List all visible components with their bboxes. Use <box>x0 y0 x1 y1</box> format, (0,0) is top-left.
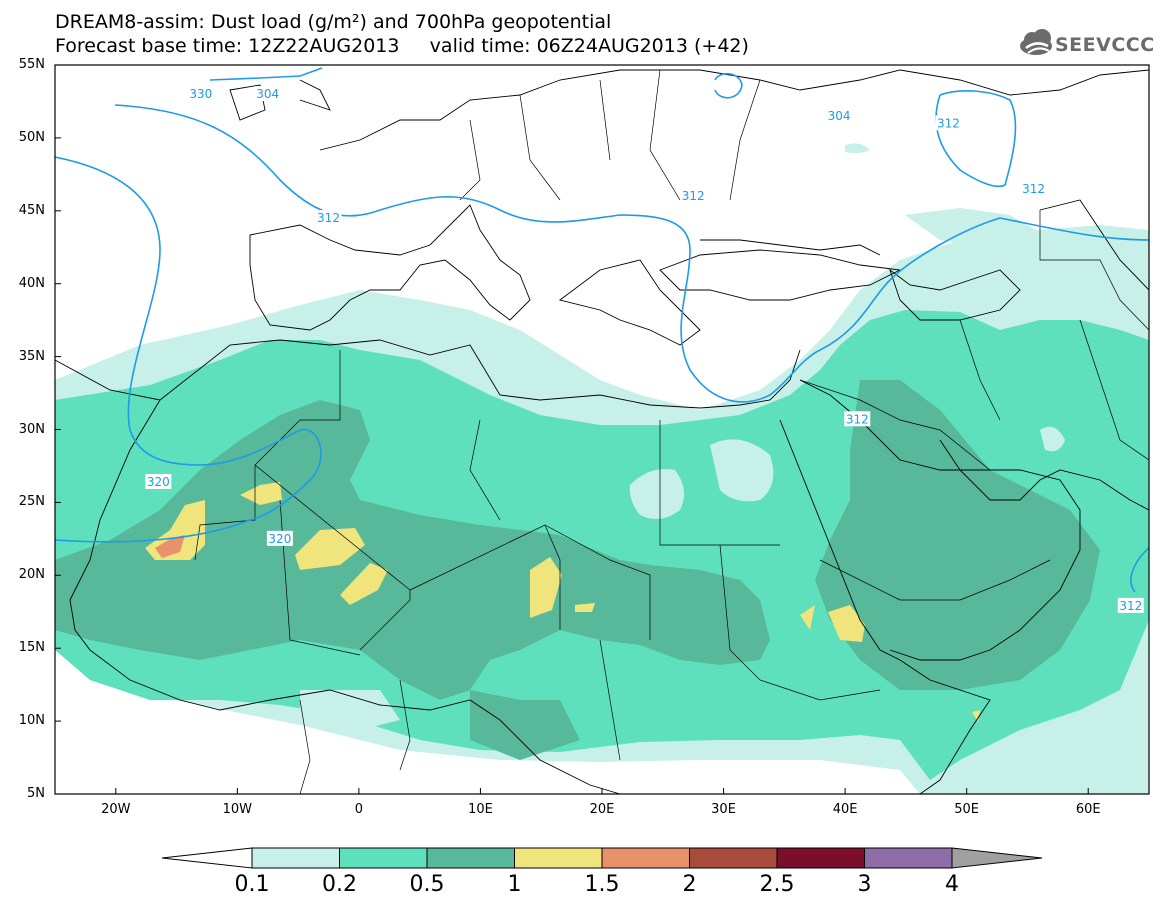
colorbar-label: 0.5 <box>409 872 445 897</box>
contour-label: 312 <box>315 210 342 226</box>
axis-ticks <box>55 64 1089 795</box>
lon-label-60E: 60E <box>1075 802 1101 817</box>
contour-label: 330 <box>187 86 214 102</box>
lat-label-35N: 35N <box>18 348 45 364</box>
dust-area-1-i <box>972 710 980 722</box>
colorbar-label: 4 <box>945 872 959 897</box>
dust-area-0.5-east <box>815 380 1100 690</box>
dust-area-0.5-sahel <box>470 690 580 760</box>
colorbar-label: 1 <box>507 872 522 897</box>
dust-hole-0.1-d <box>300 690 400 730</box>
dust-area-1-h <box>828 605 865 642</box>
dust-area-1-g <box>800 605 815 630</box>
lat-label-50N: 50N <box>18 129 45 145</box>
dust-area-0.1-north <box>905 208 1050 250</box>
contour-label: 312 <box>680 188 707 204</box>
contour-label-text: 304 <box>828 109 851 123</box>
contour-label-text: 312 <box>682 189 705 203</box>
dust-area-1-a <box>145 500 205 560</box>
colorbar-over-triangle <box>951 847 1043 869</box>
lat-label-55N: 55N <box>18 57 45 72</box>
lat-label-45N: 45N <box>18 202 45 218</box>
contour-label: 320 <box>145 473 172 489</box>
cloud-icon <box>1020 29 1052 55</box>
colorbar-label: 2 <box>682 872 697 897</box>
dust-hole-0.1-b <box>710 439 774 502</box>
lon-label-50E: 50E <box>954 802 980 817</box>
contour-label-text: 312 <box>1119 599 1142 613</box>
geopotential-contours <box>55 67 1149 593</box>
country-borders <box>194 69 1149 794</box>
contour-label-text: 304 <box>256 87 279 101</box>
lon-label-20E: 20E <box>589 802 615 817</box>
logo-text: SEEVCCC <box>1055 34 1155 56</box>
contour-label-text: 312 <box>846 412 869 426</box>
contour-label-text: 320 <box>268 532 291 546</box>
dust-area-1-b <box>240 482 282 505</box>
lat-label-15N: 15N <box>18 640 45 656</box>
colorbar-label: 0.1 <box>234 872 270 897</box>
colorbar-swatch <box>426 847 515 869</box>
contour-labels: 330 304 312 304 312 312 312 312 320 320 312 <box>145 86 1144 613</box>
dust-area-1-f <box>575 603 595 612</box>
dust-area-0.5 <box>55 400 770 700</box>
dust-hole-0.1-c <box>1040 426 1065 452</box>
contour-label: 304 <box>254 86 281 102</box>
dust-area-1-e <box>530 557 562 618</box>
colorbar-label: 0.2 <box>322 872 357 897</box>
colorbar-swatch <box>514 847 603 869</box>
dust-area-1-c <box>295 528 365 570</box>
lon-label-30E: 30E <box>711 802 736 817</box>
dust-hole-0.1-a <box>629 469 684 519</box>
lat-label-20N: 20N <box>18 567 45 583</box>
lat-label-30N: 30N <box>18 421 45 437</box>
dust-area-0.1-blob <box>845 143 870 154</box>
lon-label-40E: 40E <box>832 802 858 817</box>
colorbar-swatch <box>601 847 690 869</box>
lon-label-20W: 20W <box>101 802 131 817</box>
colorbar-label: 1.5 <box>584 872 620 897</box>
contour-label: 312 <box>844 411 871 427</box>
lat-label-5N: 5N <box>27 786 45 801</box>
contour-label: 312 <box>1117 597 1144 613</box>
colorbar-swatch <box>864 847 953 869</box>
colorbar-swatch <box>339 847 428 869</box>
lon-label-10E: 10E <box>468 802 493 817</box>
contour-label-text: 312 <box>937 116 960 130</box>
coastlines <box>55 69 1149 794</box>
contour-label-text: 312 <box>317 211 340 225</box>
lat-label-40N: 40N <box>18 275 45 291</box>
colorbar-label: 3 <box>857 872 872 897</box>
colorbar-label: 2.5 <box>759 872 795 897</box>
title-line-1: DREAM8-assim: Dust load (g/m²) and 700hP… <box>55 11 612 33</box>
contour-label: 312 <box>1020 180 1047 196</box>
contour-label-text: 330 <box>189 87 212 101</box>
colorbar-under-triangle <box>161 847 253 869</box>
lon-label-10W: 10W <box>222 802 253 817</box>
colorbar-swatch <box>689 847 778 869</box>
dust-area-1-d <box>340 563 388 605</box>
dust-area-1.5 <box>155 535 185 558</box>
contour-label-text: 320 <box>147 475 170 489</box>
contour-label-text: 312 <box>1022 182 1045 196</box>
lon-label-0: 0 <box>354 802 364 817</box>
contour-label: 312 <box>935 115 962 131</box>
lat-label-10N: 10N <box>18 713 45 729</box>
contour-label: 320 <box>266 530 293 546</box>
lat-label-25N: 25N <box>18 494 45 510</box>
colorbar-swatch <box>251 847 340 869</box>
title-line-2: Forecast base time: 12Z22AUG2013 valid t… <box>55 35 749 57</box>
contour-label: 304 <box>826 108 853 124</box>
colorbar-swatch <box>776 847 865 869</box>
